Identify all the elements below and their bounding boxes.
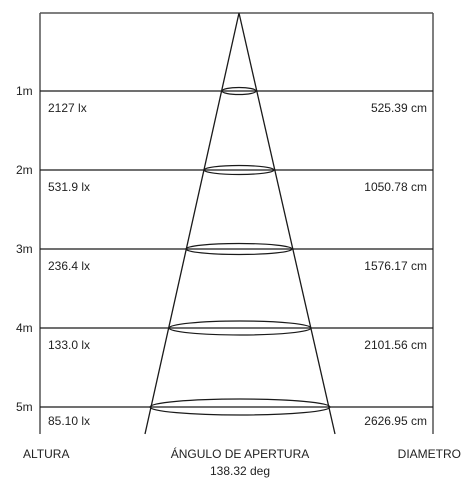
cone-left-edge (144, 12, 240, 435)
cone-ellipse-3 (185, 242, 293, 256)
footer-angle-value: 138.32 deg (209, 464, 271, 478)
height-label-3: 3m (16, 242, 33, 256)
lux-label-3: 236.4 lx (48, 259, 91, 273)
footer-height-label: ALTURA (23, 447, 70, 461)
height-label-5: 5m (16, 400, 33, 414)
height-label-2: 2m (16, 163, 33, 177)
height-label-4: 4m (16, 321, 33, 335)
lux-label-5: 85.10 lx (48, 414, 91, 428)
diameter-label-1: 525.39 cm (370, 101, 427, 115)
diameter-label-5: 2626.95 cm (364, 414, 427, 428)
diameter-label-4: 2101.56 cm (364, 338, 427, 352)
lux-label-1: 2127 lx (48, 101, 87, 115)
cone-right-edge (238, 12, 336, 435)
diameter-label-3: 1576.17 cm (364, 259, 427, 273)
lux-label-4: 133.0 lx (48, 338, 91, 352)
lux-label-2: 531.9 lx (48, 180, 91, 194)
cone-ellipse-2 (203, 164, 275, 176)
cone-ellipse-5 (149, 398, 331, 416)
footer-diameter-label: DIAMETRO (397, 447, 461, 461)
diameter-label-2: 1050.78 cm (364, 180, 427, 194)
cone-ellipse-1 (221, 86, 257, 96)
height-label-1: 1m (16, 84, 33, 98)
footer-angle-label: ÁNGULO DE APERTURA (170, 447, 310, 461)
cone-ellipse-4 (168, 320, 312, 336)
